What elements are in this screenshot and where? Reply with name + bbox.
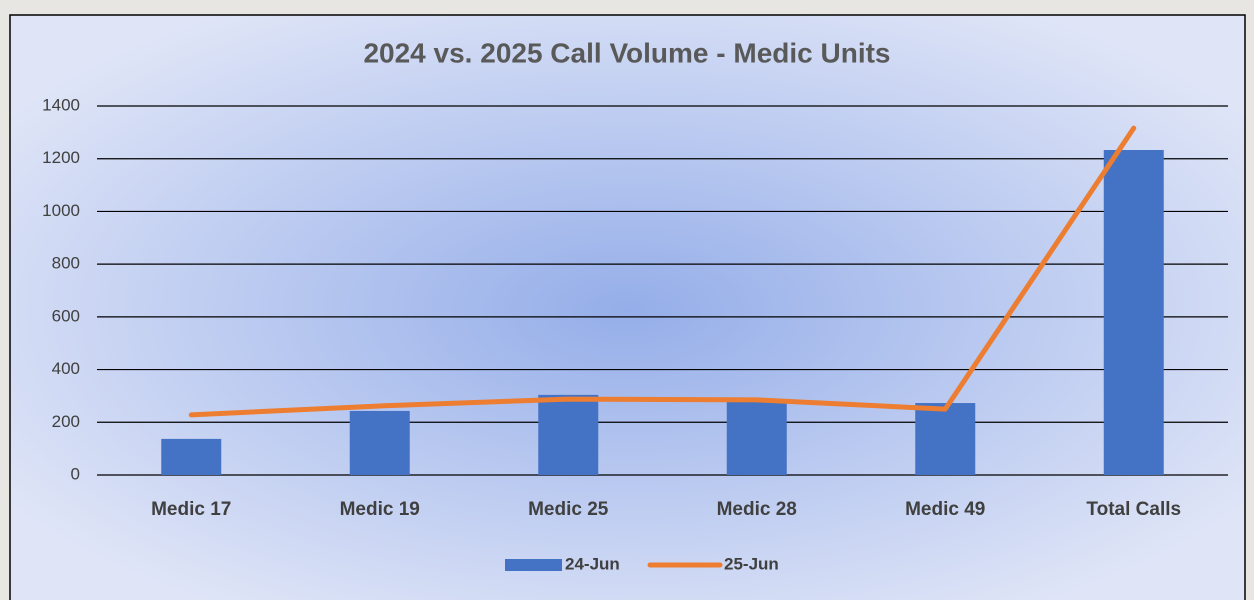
y-tick-label: 1400	[42, 95, 80, 114]
y-tick-label: 1000	[42, 201, 80, 220]
x-tick-label: Medic 17	[151, 499, 231, 520]
bar	[915, 403, 976, 475]
bar	[726, 399, 787, 475]
legend-label: 24-Jun	[565, 554, 620, 573]
y-tick-label: 1200	[42, 148, 80, 167]
chart-frame	[9, 14, 1246, 600]
line	[188, 125, 1137, 418]
y-tick-label: 0	[71, 464, 80, 483]
bar	[161, 438, 222, 475]
y-tick-label: 800	[52, 254, 80, 273]
x-tick-label: Medic 19	[340, 499, 420, 520]
legend-label: 25-Jun	[724, 554, 779, 573]
y-tick-label: 600	[52, 306, 80, 325]
bar	[349, 410, 410, 475]
x-tick-label: Total Calls	[1086, 499, 1181, 520]
y-tick-label: 400	[52, 359, 80, 378]
x-tick-label: Medic 25	[528, 499, 609, 520]
bar	[1103, 150, 1164, 476]
x-tick-label: Medic 28	[717, 499, 797, 520]
y-tick-label: 200	[52, 412, 80, 431]
chart-title: 2024 vs. 2025 Call Volume - Medic Units	[363, 37, 890, 68]
legend-swatch	[505, 559, 562, 571]
bar	[538, 394, 599, 475]
x-tick-label: Medic 49	[905, 499, 985, 520]
